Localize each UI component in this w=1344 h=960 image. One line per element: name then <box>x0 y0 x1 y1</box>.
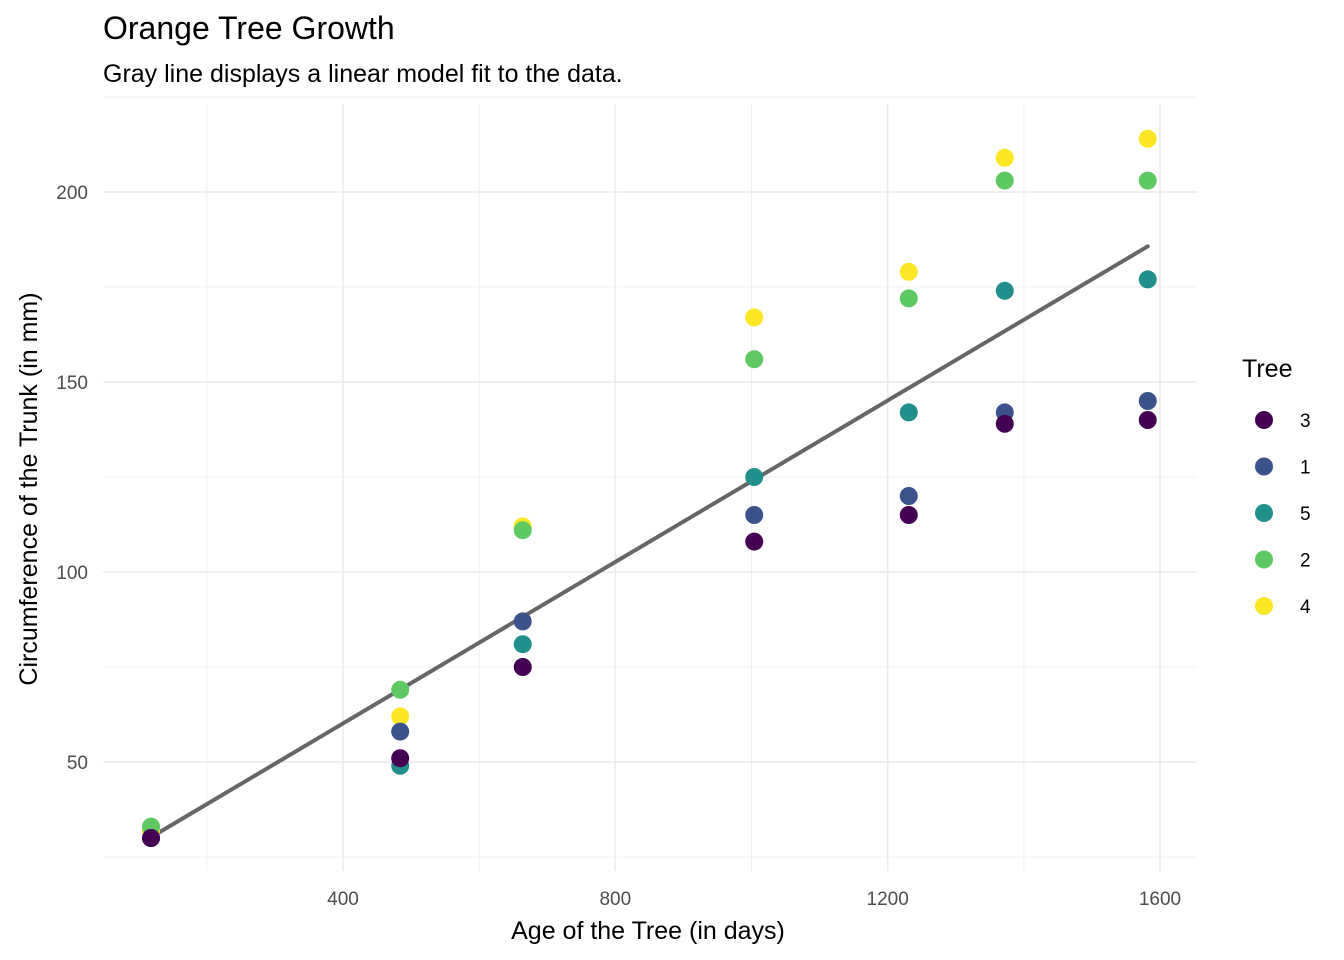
legend: Tree 3 1 5 2 4 <box>1242 355 1311 618</box>
chart-subtitle: Gray line displays a linear model fit to… <box>103 60 623 88</box>
y-tick-label: 50 <box>67 753 88 774</box>
data-point-tree-3 <box>899 506 918 524</box>
data-point-tree-4 <box>899 262 918 281</box>
minor-gridlines <box>103 96 1197 871</box>
x-axis-title: Age of the Tree (in days) <box>511 917 785 945</box>
data-point-tree-1 <box>899 487 918 505</box>
data-point-tree-2 <box>995 171 1014 190</box>
legend-label-tree-2: 2 <box>1300 551 1311 572</box>
legend-item-tree-2: 2 <box>1255 550 1311 572</box>
data-point-tree-3 <box>745 532 764 551</box>
data-point-tree-2 <box>899 289 918 308</box>
legend-item-tree-4: 4 <box>1255 597 1311 618</box>
data-point-tree-1 <box>745 506 764 524</box>
data-point-tree-1 <box>1138 392 1157 410</box>
data-point-tree-4 <box>1138 129 1157 148</box>
data-point-tree-5 <box>513 635 532 654</box>
data-point-tree-3 <box>142 829 161 847</box>
data-point-tree-4 <box>995 148 1014 167</box>
major-gridlines <box>103 104 1197 871</box>
legend-label-tree-3: 3 <box>1300 411 1311 432</box>
data-point-tree-4 <box>745 308 764 327</box>
data-point-tree-5 <box>899 403 918 422</box>
data-point-tree-2 <box>1138 171 1157 190</box>
legend-label-tree-5: 5 <box>1300 504 1311 525</box>
data-point-tree-3 <box>1138 411 1157 429</box>
legend-label-tree-1: 1 <box>1300 458 1311 479</box>
data-point-tree-3 <box>995 414 1014 433</box>
data-point-tree-1 <box>513 612 532 631</box>
x-tick-label: 400 <box>327 889 359 910</box>
legend-item-tree-5: 5 <box>1255 504 1311 525</box>
legend-key-tree-5 <box>1255 504 1273 522</box>
legend-item-tree-1: 1 <box>1255 457 1311 479</box>
legend-label-tree-4: 4 <box>1300 597 1311 618</box>
y-tick-label: 150 <box>56 373 88 394</box>
y-axis-title: Circumference of the Trunk (in mm) <box>15 292 43 685</box>
y-tick-label: 100 <box>56 563 88 584</box>
data-points <box>142 129 1157 847</box>
legend-key-tree-3 <box>1255 411 1273 429</box>
linear-fit-layer <box>149 244 1150 840</box>
x-tick-label: 1600 <box>1139 889 1181 910</box>
legend-key-tree-4 <box>1255 597 1273 615</box>
data-point-tree-5 <box>995 281 1014 300</box>
linear-fit-line <box>149 244 1150 840</box>
legend-title: Tree <box>1242 355 1292 383</box>
data-point-tree-4 <box>391 707 410 726</box>
data-point-tree-2 <box>513 521 532 540</box>
legend-key-tree-2 <box>1255 550 1273 569</box>
data-point-tree-2 <box>745 350 764 369</box>
y-tick-labels: 50 100 150 200 <box>56 183 88 774</box>
data-point-tree-3 <box>391 749 410 768</box>
legend-key-tree-1 <box>1255 457 1273 476</box>
x-tick-label: 1200 <box>867 889 909 910</box>
chart-title: Orange Tree Growth <box>103 10 395 46</box>
data-point-tree-3 <box>513 658 532 676</box>
x-tick-label: 800 <box>599 889 631 910</box>
legend-item-tree-3: 3 <box>1255 411 1311 432</box>
y-tick-label: 200 <box>56 183 88 204</box>
data-point-tree-5 <box>745 468 764 486</box>
data-point-tree-5 <box>1138 270 1157 289</box>
data-point-tree-1 <box>391 722 410 741</box>
x-tick-labels: 400 800 1200 1600 <box>327 889 1181 910</box>
data-point-tree-2 <box>391 680 410 699</box>
